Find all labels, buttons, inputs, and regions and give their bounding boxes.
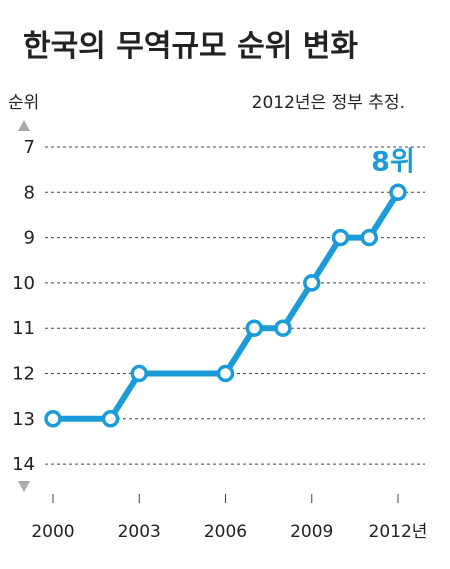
x-tick-label: 2009 [290,522,333,542]
y-tick-label: 11 [12,318,35,339]
y-axis: 7 8 9 10 11 12 13 14 [12,137,35,475]
data-point [274,319,292,337]
data-points [44,183,407,428]
y-tick-label: 10 [12,273,35,294]
data-point [331,228,350,247]
y-tick-label: 8 [24,182,35,203]
y-tick-label: 14 [12,454,35,475]
up-arrow-icon [18,120,30,131]
data-point [389,183,407,202]
series-line-path [50,189,401,422]
y-tick-label: 7 [24,137,35,158]
y-tick-label: 13 [12,409,35,430]
data-point [44,410,62,428]
chart-title: 한국의 무역규모 순위 변화 [23,29,358,64]
x-tick-label: 2012년 [369,522,428,542]
data-point [130,364,148,383]
data-point [303,274,321,292]
x-tick-label: 2006 [204,522,247,542]
series-line [50,189,401,422]
x-tick-label: 2000 [31,522,74,542]
y-tick-label: 12 [12,364,35,385]
y-tick-label: 9 [24,228,35,249]
down-arrow-icon [18,481,30,492]
data-point [101,410,120,428]
x-tick-label: 2003 [118,522,161,542]
data-point [360,228,378,247]
estimate-note: 2012년은 정부 추정. [252,93,405,113]
x-axis: 2000 2003 2006 2009 2012년 [31,494,427,542]
y-axis-label: 순위 [8,93,39,113]
highlight-label: 8위 [371,146,415,177]
data-point [216,364,235,383]
data-point [245,319,263,337]
